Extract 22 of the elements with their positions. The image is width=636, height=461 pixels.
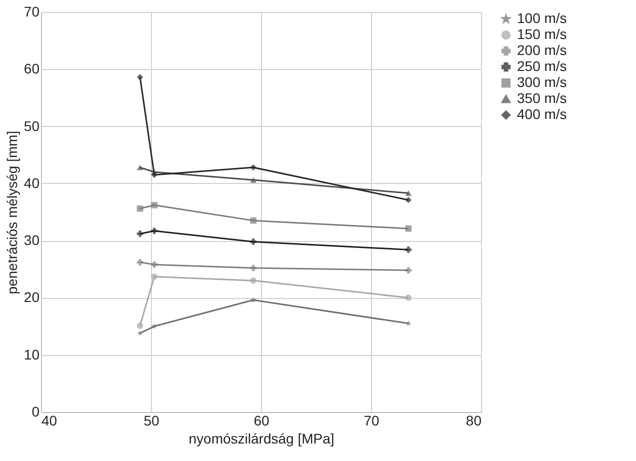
y-axis-title: penetrációs mélység [mm]	[4, 130, 20, 294]
x-tick-label: 80	[466, 412, 482, 428]
x-tick-label: 60	[254, 412, 270, 428]
legend-label: 400 m/s	[517, 106, 567, 122]
x-tick-label: 50	[144, 412, 160, 428]
y-tick-label: 20	[24, 289, 40, 306]
legend-label: 250 m/s	[517, 58, 567, 74]
x-tick-label: 40	[42, 412, 58, 428]
legend-label: 100 m/s	[517, 10, 567, 26]
legend-label: 300 m/s	[517, 74, 567, 90]
y-tick-label: 70	[24, 4, 40, 20]
y-tick-label: 30	[24, 232, 40, 248]
x-tick-label: 70	[364, 412, 380, 428]
y-tick-label: 0	[32, 404, 40, 420]
x-axis-title: nyomószilárdság [MPa]	[188, 430, 334, 446]
y-tick-label: 40	[24, 174, 40, 191]
y-tick-label: 10	[24, 346, 40, 362]
legend-label: 200 m/s	[517, 42, 567, 58]
legend-label: 150 m/s	[517, 26, 567, 42]
legend-label: 350 m/s	[517, 90, 567, 106]
y-tick-label: 50	[24, 118, 40, 134]
y-tick-label: 60	[24, 60, 40, 77]
